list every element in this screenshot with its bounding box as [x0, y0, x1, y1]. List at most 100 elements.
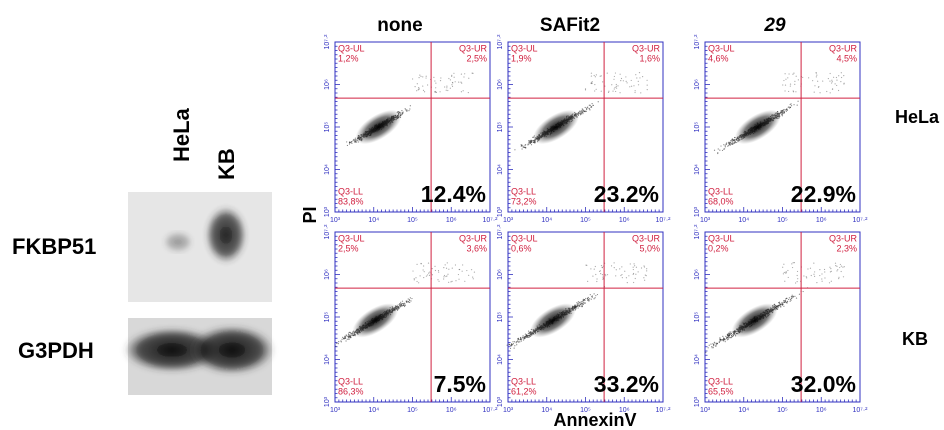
event-dot	[600, 273, 602, 275]
event-dot	[420, 75, 422, 77]
event-dot	[529, 142, 532, 144]
event-dot	[723, 338, 725, 340]
event-dot	[450, 281, 452, 283]
y-tick-label: 10⁵	[497, 312, 504, 323]
event-dot	[431, 274, 434, 276]
event-dot	[791, 294, 793, 296]
event-dot	[584, 106, 586, 109]
y-tick-label: 10⁴	[324, 354, 331, 365]
event-dot	[596, 280, 598, 283]
event-dot	[348, 335, 350, 337]
event-dot	[404, 302, 406, 304]
event-dot	[785, 298, 787, 300]
event-dot	[624, 270, 626, 272]
gate-label: Q3-UR	[632, 233, 661, 243]
event-dot	[448, 281, 450, 283]
event-dot	[583, 110, 585, 112]
gate-value: 2,5%	[338, 243, 359, 253]
event-dot	[446, 85, 448, 87]
gate-value: 68,0%	[708, 196, 734, 206]
event-dot	[427, 262, 430, 264]
event-dot	[602, 81, 604, 83]
event-dot	[836, 79, 838, 81]
event-dot	[437, 279, 439, 281]
event-dot	[788, 298, 790, 301]
x-tick-label: 10⁷·²	[483, 217, 499, 224]
gate-value: 4,6%	[708, 53, 729, 63]
event-dot	[590, 106, 592, 108]
event-dot	[408, 301, 410, 303]
event-dot	[460, 91, 463, 93]
event-dot	[600, 75, 602, 77]
event-dot	[797, 100, 799, 102]
event-dot	[726, 339, 728, 341]
event-dot	[525, 335, 527, 338]
event-dot	[446, 262, 448, 264]
event-dot	[783, 263, 785, 265]
event-dot	[726, 142, 728, 144]
event-dot	[727, 335, 729, 337]
event-dot	[617, 85, 619, 87]
event-dot	[637, 271, 639, 273]
event-dot	[528, 143, 530, 145]
event-dot	[816, 282, 818, 284]
gate-label: Q3-UL	[338, 43, 365, 53]
event-dot	[843, 82, 845, 84]
event-dot	[519, 337, 522, 339]
event-dot	[829, 80, 831, 82]
event-dot	[423, 91, 426, 93]
cell-cloud	[355, 109, 402, 145]
event-dot	[785, 271, 787, 273]
column-label: SAFit2	[540, 15, 600, 36]
event-dot	[402, 303, 405, 305]
gate-value: 5,0%	[639, 243, 660, 253]
event-dot	[443, 278, 445, 280]
event-dot	[646, 88, 648, 91]
event-dot	[438, 280, 440, 282]
event-dot	[731, 143, 733, 145]
event-dot	[711, 346, 713, 348]
event-dot	[713, 345, 715, 347]
event-dot	[783, 111, 785, 113]
gate-value: 86,3%	[338, 386, 364, 396]
event-dot	[582, 298, 584, 300]
event-dot	[839, 266, 841, 269]
gate-label: Q3-LL	[338, 186, 363, 196]
event-dot	[613, 88, 615, 90]
x-tick-label: 10³	[700, 217, 711, 224]
event-dot	[428, 274, 431, 277]
event-dot	[418, 282, 420, 284]
event-dot	[454, 81, 456, 83]
event-dot	[458, 278, 460, 280]
event-dot	[796, 270, 799, 273]
event-dot	[592, 275, 594, 277]
event-dot	[574, 304, 576, 306]
event-dot	[408, 110, 410, 112]
event-dot	[355, 141, 357, 143]
event-dot	[715, 345, 717, 347]
event-dot	[416, 280, 418, 283]
event-dot	[453, 72, 455, 74]
apoptosis-percent: 33.2%	[594, 371, 659, 397]
event-dot	[577, 302, 579, 305]
event-dot	[401, 305, 403, 307]
event-dot	[347, 335, 349, 337]
event-dot	[444, 86, 446, 88]
event-dot	[352, 139, 354, 142]
protein-label: G3PDH	[18, 338, 94, 363]
event-dot	[403, 304, 405, 307]
event-dot	[606, 72, 608, 74]
event-dot	[635, 273, 637, 275]
x-tick-label: 10⁶	[816, 217, 827, 224]
event-dot	[468, 274, 470, 276]
event-dot	[515, 341, 518, 343]
event-dot	[783, 299, 785, 302]
x-tick-label: 10⁴	[738, 407, 749, 414]
event-dot	[409, 105, 411, 107]
event-dot	[437, 269, 440, 272]
event-dot	[451, 267, 453, 269]
gate-label: Q3-UR	[632, 43, 661, 53]
event-dot	[838, 276, 840, 278]
event-dot	[843, 266, 845, 268]
event-dot	[590, 75, 593, 77]
